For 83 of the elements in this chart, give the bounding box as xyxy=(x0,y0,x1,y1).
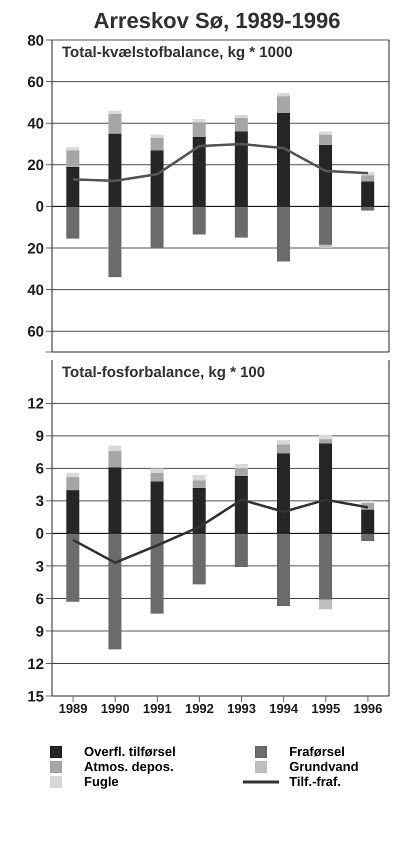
y-tick-label: 20 xyxy=(27,157,44,174)
bar xyxy=(192,480,206,488)
bar xyxy=(108,114,122,134)
bar xyxy=(108,206,122,278)
x-tick-label: 1989 xyxy=(58,701,88,716)
bar xyxy=(66,206,80,239)
y-tick-label: 15 xyxy=(27,688,44,706)
bar xyxy=(276,96,290,113)
x-tick-label: 1991 xyxy=(142,701,172,716)
x-tick-label: 1996 xyxy=(353,701,382,716)
bar xyxy=(234,533,248,568)
y-tick-label: 60 xyxy=(27,74,44,91)
bar xyxy=(108,446,122,452)
y-tick-label: 20 xyxy=(27,240,44,258)
bar xyxy=(234,118,248,132)
bar xyxy=(66,150,80,167)
x-tick-label: 1993 xyxy=(227,701,256,716)
bar xyxy=(361,175,374,182)
y-tick-label: 0 xyxy=(36,198,44,216)
bar xyxy=(150,206,164,248)
legend-label: Atmos. depos. xyxy=(84,759,174,774)
y-tick-label: 12 xyxy=(27,396,44,413)
bar xyxy=(319,434,332,440)
bar xyxy=(192,122,206,137)
y-tick-label: 6 xyxy=(36,460,44,478)
y-tick-label: 3 xyxy=(36,493,44,510)
bar xyxy=(361,500,374,504)
bar xyxy=(319,132,332,135)
y-tick-label: 40 xyxy=(27,116,44,133)
line-series xyxy=(72,498,370,564)
x-tick-label: 1990 xyxy=(100,701,130,716)
bar xyxy=(319,533,332,600)
bar xyxy=(108,110,122,114)
y-tick-label: 3 xyxy=(36,558,44,576)
y-tick-label: 60 xyxy=(27,324,44,341)
bar xyxy=(276,93,290,96)
bar xyxy=(108,533,122,650)
legend-label: Grundvand xyxy=(289,759,359,774)
bar xyxy=(234,114,248,118)
bar xyxy=(319,600,332,610)
bar xyxy=(276,533,290,606)
y-tick-label: 6 xyxy=(36,590,44,608)
bar xyxy=(276,440,290,445)
bar xyxy=(276,444,290,454)
bar xyxy=(150,468,164,473)
bar xyxy=(150,533,164,614)
y-tick-label: 80 xyxy=(27,32,44,50)
bar xyxy=(108,451,122,468)
legend-label: Tilf.-fraf. xyxy=(289,774,341,789)
bar xyxy=(192,474,206,480)
legend-label: Fugle xyxy=(84,774,119,789)
chart-subtitle: Total-kvælstofbalance, kg * 1000 xyxy=(60,44,295,61)
x-tick-label: 1994 xyxy=(269,701,299,716)
bar xyxy=(66,147,80,150)
bar xyxy=(234,464,248,468)
y-tick-label: 40 xyxy=(27,282,44,299)
legend-label: Fraførsel xyxy=(289,744,345,759)
bar xyxy=(319,134,332,146)
x-tick-label: 1992 xyxy=(184,701,214,716)
bar xyxy=(234,206,248,238)
bar xyxy=(66,472,80,478)
bar xyxy=(192,119,206,122)
bar xyxy=(192,206,206,234)
bar xyxy=(234,468,248,476)
legend-label: Overfl. tilførsel xyxy=(84,744,176,759)
bar xyxy=(150,134,164,138)
bar xyxy=(319,439,332,444)
bar xyxy=(319,206,332,245)
bar xyxy=(150,138,164,150)
bar xyxy=(361,533,374,542)
bar xyxy=(150,472,164,482)
bar xyxy=(66,477,80,490)
bar xyxy=(66,533,80,602)
x-tick-label: 1995 xyxy=(311,701,340,716)
chart-title: Total-fosforbalance, kg * 100 xyxy=(60,364,268,381)
y-tick-label: 12 xyxy=(27,656,44,673)
y-tick-label: 9 xyxy=(36,623,44,640)
bar xyxy=(276,206,290,262)
bar xyxy=(319,244,332,248)
y-tick-label: 9 xyxy=(36,428,44,446)
y-tick-label: 0 xyxy=(36,526,44,543)
bar xyxy=(192,533,206,584)
chart-title: Arreskov Sø, 1989-1996 xyxy=(92,8,342,34)
